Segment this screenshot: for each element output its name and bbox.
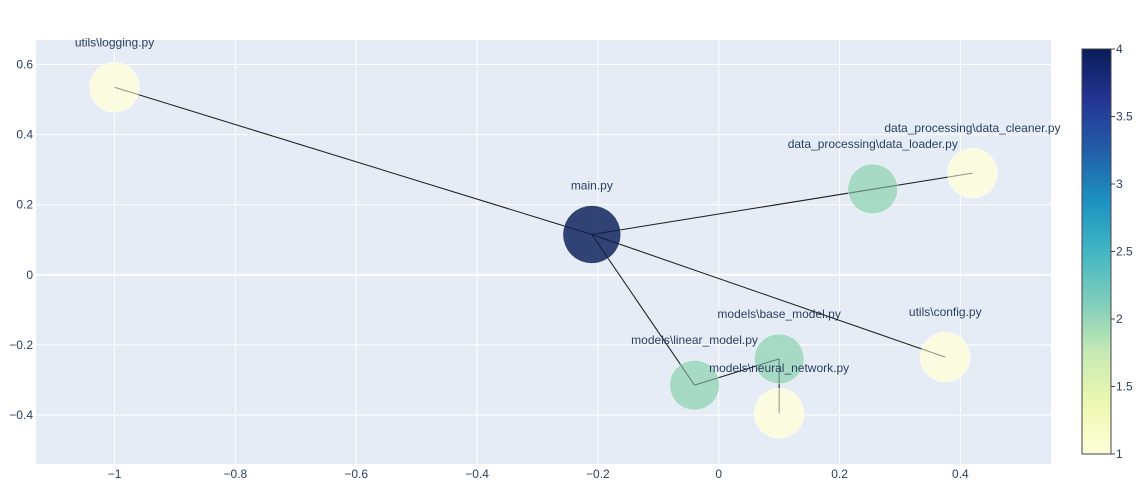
node-label: models\linear_model.py bbox=[631, 333, 758, 347]
colorbar-tick-label: 3 bbox=[1116, 177, 1123, 191]
plot-area bbox=[36, 40, 1051, 464]
node-marker[interactable] bbox=[89, 62, 140, 113]
colorbar-tick-label: 2.5 bbox=[1116, 245, 1133, 259]
edge-main-config bbox=[591, 234, 946, 358]
node-base_model[interactable]: models\base_model.py bbox=[717, 307, 841, 385]
node-label: models\base_model.py bbox=[717, 307, 840, 321]
x-tick-label: −0.8 bbox=[224, 467, 248, 481]
edge-main-logging bbox=[114, 86, 592, 235]
node-marker[interactable] bbox=[847, 163, 899, 215]
node-marker[interactable] bbox=[669, 359, 720, 411]
node-label: utils\logging.py bbox=[75, 35, 154, 49]
node-neural_network[interactable]: models\neural_network.py bbox=[709, 361, 849, 439]
x-tick-label: 0.2 bbox=[831, 467, 848, 481]
node-marker[interactable] bbox=[920, 331, 971, 383]
y-tick-label: 0.2 bbox=[16, 198, 33, 212]
colorbar-gradient bbox=[1081, 48, 1112, 455]
node-marker[interactable] bbox=[753, 333, 805, 385]
grid-lines bbox=[36, 40, 1051, 464]
edges-overlay bbox=[114, 86, 973, 414]
colorbar: 1 1.5 2 2.5 3 3.5 4 bbox=[1081, 42, 1133, 461]
edge-main-linear_model bbox=[591, 234, 695, 386]
node-marker[interactable] bbox=[562, 205, 622, 264]
node-data_cleaner[interactable]: data_processing\data_cleaner.py bbox=[884, 121, 1061, 199]
node-label: data_processing\data_cleaner.py bbox=[884, 121, 1060, 135]
x-tick-label: 0 bbox=[715, 467, 722, 481]
node-data_loader[interactable]: data_processing\data_loader.py bbox=[788, 137, 958, 215]
x-tick-label: −1 bbox=[108, 467, 122, 481]
x-tick-label: −0.4 bbox=[465, 467, 489, 481]
node-label: utils\config.py bbox=[909, 305, 982, 319]
x-tick-label: −0.2 bbox=[586, 467, 610, 481]
x-tick-label: 0.4 bbox=[952, 467, 969, 481]
edge-overlay-main-data_cleaner bbox=[591, 172, 973, 235]
edge-overlay-linear_model-base_model bbox=[694, 358, 780, 386]
node-label: data_processing\data_loader.py bbox=[788, 137, 958, 151]
node-marker[interactable] bbox=[947, 147, 998, 199]
node-label: main.py bbox=[571, 178, 613, 192]
node-linear_model[interactable]: models\linear_model.py bbox=[631, 333, 758, 411]
edge-overlay-main-linear_model bbox=[591, 234, 695, 386]
edge-overlay-main-config bbox=[591, 234, 946, 358]
node-label: models\neural_network.py bbox=[709, 361, 849, 375]
y-tick-label: −0.2 bbox=[9, 338, 33, 352]
colorbar-tick-label: 2 bbox=[1116, 312, 1123, 326]
node-logging[interactable]: utils\logging.py bbox=[75, 35, 154, 113]
colorbar-tick-label: 4 bbox=[1116, 42, 1123, 56]
x-axis-ticks: −1 −0.8 −0.6 −0.4 −0.2 0 0.2 0.4 bbox=[108, 467, 969, 481]
nodes: main.py utils\logging.py data_processing\d… bbox=[75, 35, 1061, 439]
colorbar-tick-label: 1.5 bbox=[1116, 380, 1133, 394]
y-axis-ticks: −0.4 −0.2 0 0.2 0.4 0.6 bbox=[9, 58, 33, 422]
y-tick-label: 0.4 bbox=[16, 128, 33, 142]
y-tick-label: −0.4 bbox=[9, 408, 33, 422]
y-tick-label: 0 bbox=[26, 268, 33, 282]
colorbar-tick-label: 3.5 bbox=[1116, 110, 1133, 124]
node-main[interactable]: main.py bbox=[562, 178, 622, 264]
node-marker[interactable] bbox=[753, 387, 805, 439]
node-config[interactable]: utils\config.py bbox=[909, 305, 982, 383]
edge-main-data_cleaner bbox=[591, 172, 973, 235]
colorbar-tick-label: 1 bbox=[1116, 447, 1123, 461]
colorbar-ticks: 1 1.5 2 2.5 3 3.5 4 bbox=[1111, 42, 1133, 461]
x-tick-label: −0.6 bbox=[344, 467, 368, 481]
y-tick-label: 0.6 bbox=[16, 58, 33, 72]
edge-overlay-main-logging bbox=[114, 86, 592, 235]
